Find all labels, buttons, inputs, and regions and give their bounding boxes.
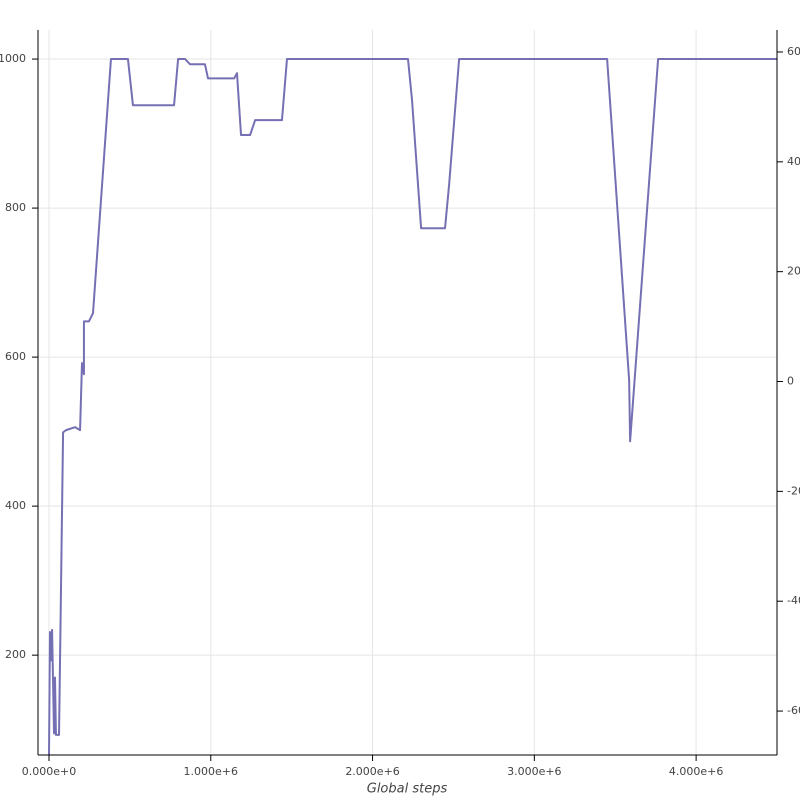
x-tick-label: 4.000e+6: [669, 765, 723, 778]
y-tick-label: 1000: [0, 52, 26, 65]
y2-tick-label: 20: [787, 265, 800, 278]
x-tick-label: 0.000e+0: [22, 765, 76, 778]
plot: [48, 58, 777, 756]
grid: [38, 30, 777, 755]
y2-tick-label: -40: [787, 594, 800, 607]
x-tick-label: 2.000e+6: [345, 765, 399, 778]
y-tick-label: 200: [5, 648, 26, 661]
y-tick-label: 800: [5, 201, 26, 214]
y2-tick-label: 40: [787, 155, 800, 168]
y2-tick-label: -20: [787, 484, 800, 497]
x-tick-label: 3.000e+6: [507, 765, 561, 778]
y2-tick-label: 0: [787, 375, 794, 388]
y2-tick-label: -60: [787, 704, 800, 717]
x-tick-label: 1.000e+6: [184, 765, 238, 778]
y-tick-label: 600: [5, 350, 26, 363]
y-tick-label: 400: [5, 499, 26, 512]
line-series: [48, 58, 777, 756]
y2-tick-label: 60: [787, 45, 800, 58]
x-axis-label: Global steps: [367, 782, 448, 797]
